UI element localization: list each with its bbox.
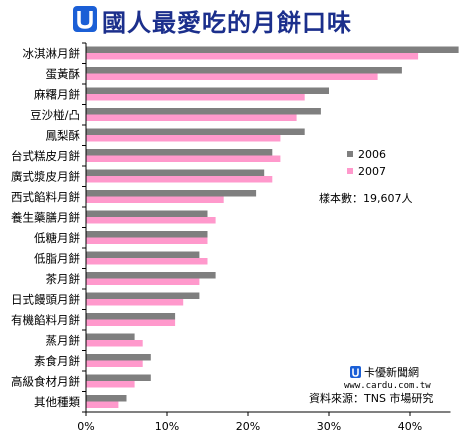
bar-2007-9 bbox=[86, 237, 208, 244]
bar-2007-4 bbox=[86, 135, 281, 142]
category-label-11: 茶月餅 bbox=[46, 272, 81, 286]
bar-2006-8 bbox=[86, 210, 208, 217]
bar-2007-7 bbox=[86, 196, 224, 203]
bar-2007-10 bbox=[86, 258, 208, 265]
bar-2006-12 bbox=[86, 292, 200, 299]
legend-label-2007: 2007 bbox=[358, 165, 386, 178]
bar-2007-11 bbox=[86, 278, 200, 285]
title-block: 國人最愛吃的月餅口味 bbox=[0, 0, 460, 42]
category-labels: 冰淇淋月餅蛋黃酥麻糬月餅豆沙椪/凸鳳梨酥台式糕皮月餅廣式漿皮月餅西式餡料月餅養生… bbox=[11, 46, 80, 409]
category-label-4: 鳳梨酥 bbox=[46, 128, 81, 142]
category-label-16: 高級食材月餅 bbox=[11, 374, 80, 388]
category-label-0: 冰淇淋月餅 bbox=[23, 46, 81, 60]
category-label-13: 有機餡料月餅 bbox=[11, 313, 80, 327]
category-label-8: 養生藥膳月餅 bbox=[11, 210, 80, 224]
bar-2007-3 bbox=[86, 114, 297, 121]
category-label-3: 豆沙椪/凸 bbox=[30, 108, 80, 122]
bar-2006-9 bbox=[86, 231, 208, 238]
category-label-2: 麻糬月餅 bbox=[34, 87, 80, 101]
bar-2007-13 bbox=[86, 319, 176, 326]
legend: 2006 2007 bbox=[347, 148, 386, 178]
bar-2006-6 bbox=[86, 169, 265, 176]
bar-2006-11 bbox=[86, 272, 216, 279]
category-label-10: 低脂月餅 bbox=[34, 251, 80, 265]
bar-2007-6 bbox=[86, 176, 273, 183]
x-tick-label-3: 30% bbox=[317, 420, 341, 433]
category-label-5: 台式糕皮月餅 bbox=[11, 149, 80, 163]
bar-2007-15 bbox=[86, 360, 143, 367]
brand-url: www.cardu.com.tw bbox=[344, 381, 431, 391]
bar-2006-4 bbox=[86, 128, 305, 135]
category-label-7: 西式餡料月餅 bbox=[11, 190, 80, 204]
bar-2006-5 bbox=[86, 149, 273, 156]
category-label-12: 日式饅頭月餅 bbox=[11, 292, 80, 306]
brand-watermark: 卡優新聞網 www.cardu.com.tw bbox=[344, 365, 431, 391]
bar-2006-15 bbox=[86, 354, 151, 361]
bar-2006-17 bbox=[86, 395, 127, 402]
x-tick-label-0: 0% bbox=[77, 420, 94, 433]
bar-2007-17 bbox=[86, 401, 119, 408]
legend-swatch-2007 bbox=[347, 168, 353, 174]
bar-2007-12 bbox=[86, 299, 184, 306]
axes: 0% 10% 20% 30% 40% bbox=[77, 42, 451, 433]
category-label-14: 蒸月餅 bbox=[46, 333, 81, 347]
bar-2006-2 bbox=[86, 87, 329, 94]
sample-size-note: 樣本數：19,607人 bbox=[319, 191, 413, 205]
source-note: 資料來源：TNS 市場研究 bbox=[309, 391, 433, 405]
bar-2007-1 bbox=[86, 73, 378, 80]
category-label-6: 廣式漿皮月餅 bbox=[11, 169, 80, 183]
u-logo-icon bbox=[73, 6, 97, 32]
bar-2006-13 bbox=[86, 313, 176, 320]
bar-2007-5 bbox=[86, 155, 281, 162]
x-tick-label-4: 40% bbox=[398, 420, 422, 433]
bar-2006-7 bbox=[86, 190, 257, 197]
chart-title: 國人最愛吃的月餅口味 bbox=[102, 8, 352, 37]
bar-2006-16 bbox=[86, 374, 151, 381]
brand-name: 卡優新聞網 bbox=[364, 365, 419, 379]
bar-2006-1 bbox=[86, 67, 402, 74]
bar-2007-14 bbox=[86, 340, 143, 347]
category-label-17: 其他種類 bbox=[34, 395, 80, 409]
x-tick-label-1: 10% bbox=[155, 420, 179, 433]
category-label-9: 低糖月餅 bbox=[34, 231, 80, 245]
category-label-15: 素食月餅 bbox=[34, 354, 80, 368]
bar-2006-0 bbox=[86, 46, 459, 53]
bar-2006-14 bbox=[86, 333, 135, 340]
bars-layer bbox=[86, 46, 459, 408]
legend-label-2006: 2006 bbox=[358, 148, 386, 161]
category-label-1: 蛋黃酥 bbox=[46, 67, 81, 81]
bar-2007-0 bbox=[86, 53, 419, 60]
bar-2006-3 bbox=[86, 108, 321, 115]
bar-2007-8 bbox=[86, 217, 216, 224]
bar-2007-16 bbox=[86, 381, 135, 388]
x-tick-label-2: 20% bbox=[236, 420, 260, 433]
bar-2007-2 bbox=[86, 94, 305, 101]
bar-2006-10 bbox=[86, 251, 200, 258]
legend-swatch-2006 bbox=[347, 151, 353, 157]
